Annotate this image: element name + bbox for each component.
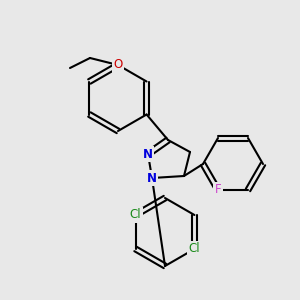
Text: N: N [143, 148, 153, 160]
Text: O: O [113, 58, 123, 71]
Text: N: N [147, 172, 157, 184]
Text: F: F [215, 184, 221, 196]
Text: Cl: Cl [130, 208, 141, 221]
Text: Cl: Cl [189, 242, 200, 256]
